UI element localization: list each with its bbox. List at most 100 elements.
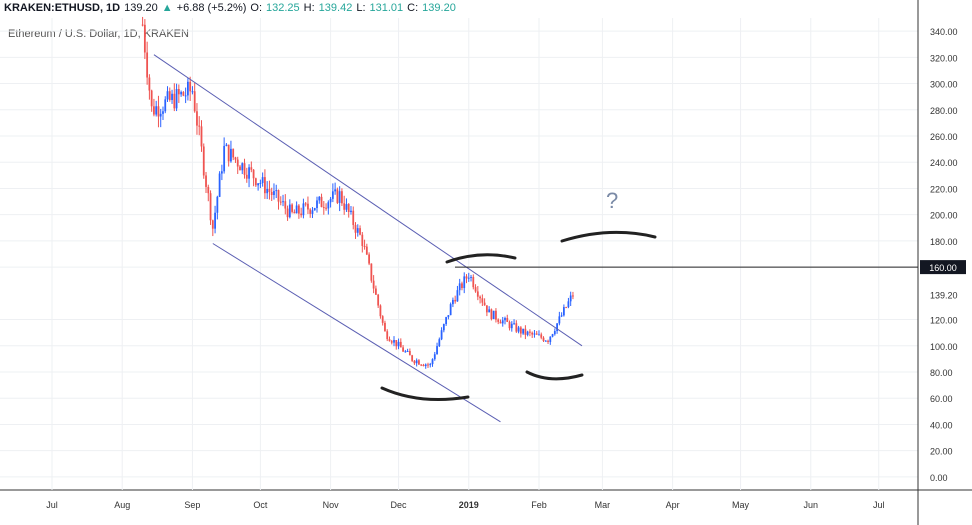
candle-body [334, 189, 337, 192]
candle-body [479, 296, 481, 299]
candle-body [445, 317, 448, 325]
candle-body [243, 163, 246, 175]
candle-body [565, 307, 568, 309]
open-value: 132.25 [266, 2, 300, 14]
candle-body [207, 186, 210, 194]
candle-body [354, 225, 357, 233]
hand-drawn-arc [445, 253, 517, 264]
hand-drawn-arc [380, 386, 470, 402]
x-tick-label: Feb [531, 500, 547, 510]
candle-body [529, 331, 531, 333]
candle-body [531, 332, 534, 335]
candle-body [347, 204, 350, 213]
candle-body [155, 106, 158, 115]
candle-body [284, 201, 287, 209]
candle-body [250, 167, 253, 170]
candle-body [399, 341, 402, 348]
candle-body [148, 77, 151, 91]
y-tick-label: 240.00 [930, 158, 958, 168]
candle-body [440, 330, 443, 340]
candle-body [200, 126, 203, 147]
candle-body [166, 91, 169, 100]
candle-body [309, 209, 312, 214]
change-arrow-icon: ▲ [161, 2, 173, 14]
close-value: 139.20 [422, 2, 456, 14]
candle-body [515, 323, 518, 332]
candle-body [422, 364, 425, 367]
y-tick-label: 280.00 [930, 106, 958, 116]
candle-body [345, 204, 348, 210]
candle-body [300, 213, 303, 216]
candle-body [560, 315, 563, 317]
symbol-label: KRAKEN:ETHUSD, 1D [4, 2, 121, 14]
y-tick-label: 340.00 [930, 27, 958, 37]
high-label: H: [303, 2, 315, 14]
candle-body [234, 157, 237, 160]
candle-body [180, 92, 183, 95]
candle-body [384, 322, 386, 332]
candle-body [230, 148, 232, 162]
x-tick-label: Nov [323, 500, 340, 510]
candle-body [501, 320, 504, 324]
candle-body [304, 203, 307, 205]
y-tick-label: 180.00 [930, 237, 958, 247]
candle-body [257, 183, 260, 186]
candle-body [275, 190, 278, 192]
candle-body [386, 331, 389, 340]
candle-body [370, 263, 373, 281]
candle-body [143, 24, 146, 53]
candle-body [513, 323, 515, 325]
candle-body [191, 91, 194, 93]
candle-body [313, 208, 316, 211]
candle-body [461, 283, 463, 289]
y-tick-label: 80.00 [930, 368, 953, 378]
symbol-header: KRAKEN:ETHUSD, 1D 139.20 ▲ +6.88 (+5.2%)… [4, 2, 456, 14]
candle-body [492, 310, 495, 320]
candle-body [458, 283, 461, 291]
y-tick-label: 20.00 [930, 447, 953, 457]
candle-body [553, 331, 556, 335]
x-tick-label: Sep [184, 500, 200, 510]
candle-body [150, 90, 153, 107]
low-label: L: [356, 2, 366, 14]
candle-body [202, 146, 205, 176]
candle-body [497, 319, 500, 322]
candle-body [157, 106, 160, 117]
candle-body [415, 360, 418, 364]
candle-body [293, 211, 296, 214]
candle-body [476, 291, 479, 297]
candle-body [350, 210, 352, 213]
candle-body [352, 210, 355, 226]
x-tick-label: Mar [595, 500, 611, 510]
candle-body [295, 205, 298, 214]
price-label-box [920, 260, 966, 275]
candle-body [397, 341, 400, 347]
candle-body [472, 276, 475, 288]
candle-body [141, 24, 144, 26]
candle-body [522, 328, 525, 334]
candle-body [329, 198, 332, 203]
candle-body [510, 323, 513, 329]
x-tick-label: Jun [804, 500, 819, 510]
candle-body [442, 324, 445, 331]
candle-body [291, 204, 293, 212]
x-tick-label: May [732, 500, 750, 510]
y-tick-label: 200.00 [930, 211, 958, 221]
candle-body [408, 350, 411, 356]
candle-body [411, 355, 414, 361]
candle-body [193, 91, 196, 112]
candle-body [519, 327, 522, 334]
candle-body [187, 81, 189, 96]
candle-body [379, 305, 382, 317]
candle-body [266, 188, 269, 194]
candle-body [467, 277, 470, 279]
candle-body [393, 340, 395, 343]
candle-body [504, 318, 506, 321]
candle-body [481, 298, 484, 303]
candle-body [302, 203, 305, 216]
x-tick-label: Oct [253, 500, 268, 510]
candle-body [438, 339, 441, 347]
candle-body [286, 208, 289, 218]
